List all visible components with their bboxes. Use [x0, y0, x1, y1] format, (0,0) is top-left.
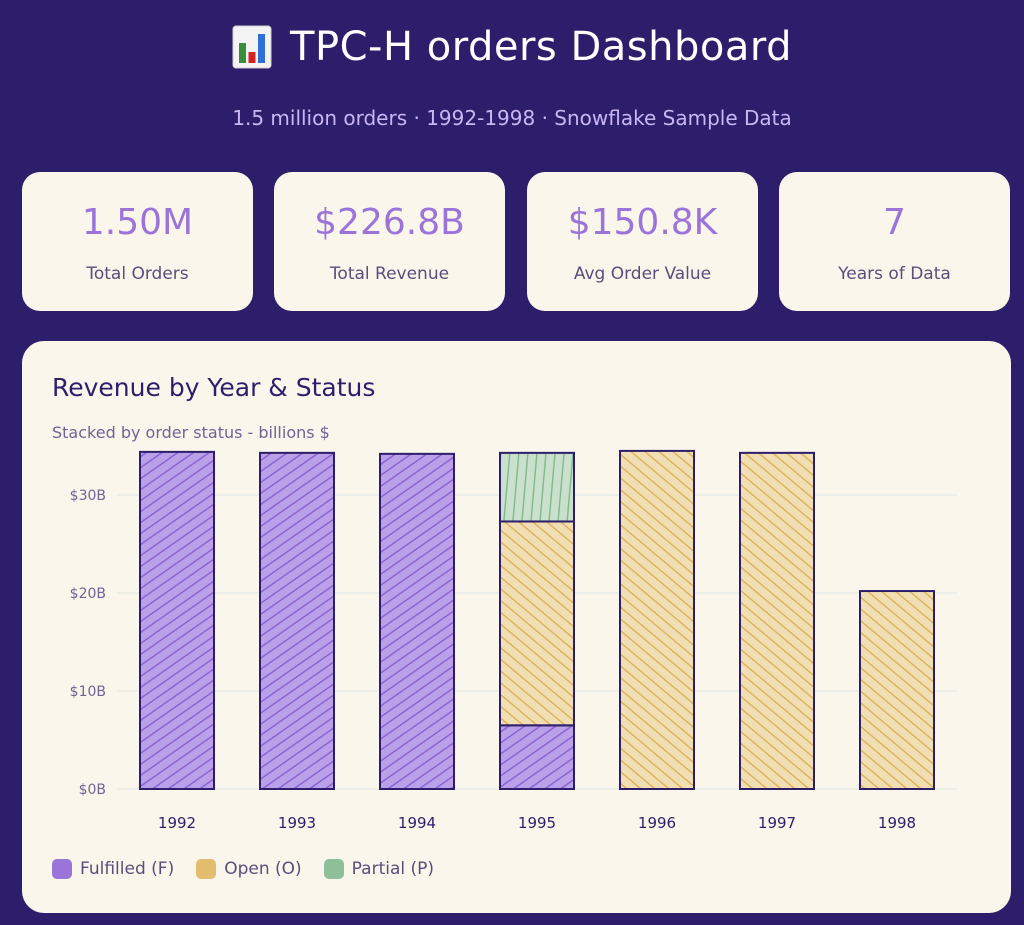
legend-item-partial: Partial (P) [323, 859, 435, 879]
bar-segment-open-1995 [499, 520, 575, 727]
y-tick-label: $0B [79, 782, 106, 798]
legend-label: Fulfilled (F) [80, 859, 175, 879]
x-tick-label: 1992 [158, 814, 196, 832]
x-tick-label: 1998 [878, 814, 916, 832]
revenue-bar-chart: $0B $10B $20B $30B 1992 1993 1994 1995 1996 1997… [70, 449, 957, 832]
kpi-card-total-revenue: $226.8B Total Revenue [274, 172, 505, 311]
x-tick-label: 1994 [398, 814, 436, 832]
kpi-value: 7 [883, 202, 906, 243]
dashboard-subtitle: 1.5 million orders · 1992-1998 · Snowfla… [232, 106, 792, 130]
kpi-row: 1.50M Total Orders $226.8B Total Revenue… [22, 172, 1011, 311]
bar-segment-fulfilled-1994 [379, 452, 455, 790]
kpi-label: Years of Data [838, 264, 951, 284]
bar-segment-open-1996 [619, 449, 695, 791]
y-axis-ticks: $0B $10B $20B $30B [70, 488, 106, 798]
x-tick-label: 1996 [638, 814, 676, 832]
bar-segment-fulfilled-1992 [139, 450, 215, 790]
y-tick-label: $20B [70, 586, 106, 602]
legend-swatch [196, 859, 217, 879]
kpi-card-total-orders: 1.50M Total Orders [22, 172, 253, 311]
x-tick-label: 1993 [278, 814, 316, 832]
bar-segment-open-1998 [859, 590, 935, 790]
bar-segment-partial-1995 [499, 451, 575, 523]
legend-label: Partial (P) [351, 859, 435, 879]
y-tick-label: $30B [70, 488, 106, 504]
kpi-value: $150.8K [567, 202, 718, 243]
y-tick-label: $10B [70, 684, 106, 700]
chart-legend: Fulfilled (F) Open (O) Partial (P) [52, 859, 434, 879]
legend-item-open: Open (O) [196, 859, 302, 879]
kpi-card-years-of-data: 7 Years of Data [779, 172, 1010, 311]
bar-chart-icon [232, 25, 272, 69]
chart-title: Revenue by Year & Status [52, 373, 376, 402]
bar-segment-open-1997 [739, 451, 815, 791]
chart-subtitle: Stacked by order status - billions $ [52, 423, 330, 442]
legend-swatch [52, 859, 72, 879]
kpi-label: Avg Order Value [573, 264, 712, 284]
kpi-value: 1.50M [81, 202, 194, 243]
bar-segment-fulfilled-1995 [499, 724, 575, 790]
bars [139, 449, 935, 791]
bar-segment-fulfilled-1993 [259, 451, 335, 791]
legend-swatch [323, 859, 344, 879]
dashboard-title-text: TPC-H orders Dashboard [290, 24, 792, 70]
kpi-card-avg-order-value: $150.8K Avg Order Value [527, 172, 758, 311]
x-tick-label: 1997 [758, 814, 796, 832]
x-tick-label: 1995 [518, 814, 556, 832]
legend-item-fulfilled: Fulfilled (F) [52, 859, 174, 879]
legend-label: Open (O) [224, 859, 302, 879]
kpi-label: Total Revenue [329, 264, 450, 284]
revenue-chart-panel: Revenue by Year & Status Stacked by orde… [22, 341, 1011, 913]
kpi-label: Total Orders [86, 264, 189, 284]
kpi-value: $226.8B [314, 202, 465, 243]
dashboard-title: TPC-H orders Dashboard [0, 24, 1024, 70]
x-axis-ticks: 1992 1993 1994 1995 1996 1997 1998 [158, 814, 916, 832]
